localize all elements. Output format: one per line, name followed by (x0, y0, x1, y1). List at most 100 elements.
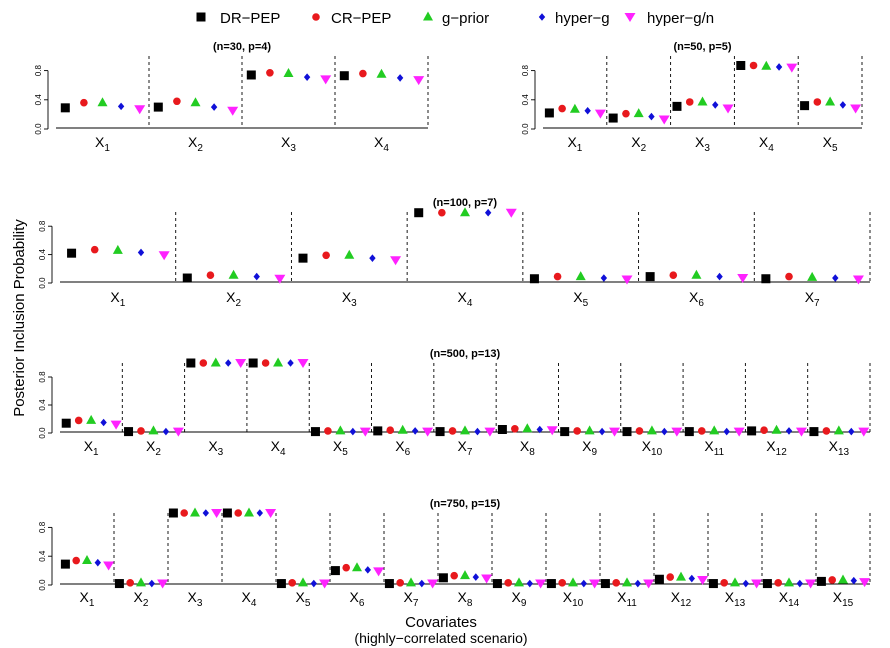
category-label-sub: 5 (342, 447, 348, 458)
category-label-sub: 3 (290, 143, 296, 154)
point-3 (94, 558, 101, 567)
point-3 (225, 359, 232, 367)
panel-title: (n=500, p=13) (430, 348, 501, 360)
y-tick-label: 0.4 (521, 94, 530, 106)
category-label: X5 (296, 589, 311, 609)
point-4 (589, 579, 601, 589)
point-0 (114, 579, 124, 589)
category-label-sub: 7 (467, 447, 473, 458)
category-label: X2 (134, 589, 149, 609)
category-label-sub: 5 (832, 143, 838, 154)
point-2 (344, 249, 355, 259)
point-4 (274, 274, 286, 284)
category-label-main: X (134, 589, 144, 605)
point-1 (448, 427, 457, 435)
category-label-sub: 4 (467, 298, 473, 309)
category-label: X4 (271, 438, 286, 458)
category-label: X13 (829, 438, 850, 458)
category-label-main: X (458, 289, 468, 305)
category-label-sub: 4 (251, 598, 257, 609)
category-label: X5 (333, 438, 348, 458)
point-3 (137, 248, 145, 257)
category-label-main: X (84, 438, 94, 454)
category-label: X7 (458, 438, 473, 458)
point-1 (359, 69, 367, 78)
point-3 (484, 208, 492, 217)
point-1 (749, 61, 758, 70)
y-tick-label: 0.0 (38, 579, 47, 591)
point-0 (339, 71, 349, 81)
category-label-sub: 9 (521, 598, 527, 609)
point-1 (822, 427, 831, 435)
category-label-main: X (642, 438, 652, 454)
category-label-main: X (805, 289, 815, 305)
category-label-main: X (208, 438, 218, 454)
point-3 (411, 427, 419, 435)
point-0 (153, 102, 163, 112)
point-4 (621, 275, 633, 285)
point-1 (288, 579, 297, 587)
point-3 (526, 579, 533, 588)
point-0 (560, 427, 570, 437)
point-1 (774, 579, 782, 587)
point-3 (287, 359, 294, 367)
point-2 (376, 68, 387, 78)
category-label-main: X (833, 589, 843, 605)
point-0 (373, 426, 383, 436)
category-label-sub: 1 (120, 298, 126, 309)
category-label-main: X (689, 289, 699, 305)
point-1 (612, 579, 620, 587)
legend-label-0: DR−PEP (220, 10, 280, 27)
point-2 (691, 269, 702, 279)
category-label-main: X (823, 134, 833, 150)
point-2 (833, 425, 844, 435)
point-4 (852, 275, 864, 285)
point-0 (60, 559, 70, 569)
category-label-sub: 15 (842, 598, 854, 609)
point-0 (654, 574, 664, 584)
point-1 (137, 427, 145, 435)
point-2 (244, 507, 254, 517)
category-label-sub: 1 (89, 598, 95, 609)
point-4 (859, 578, 871, 588)
point-3 (848, 427, 855, 436)
point-2 (568, 577, 578, 587)
point-2 (575, 271, 586, 281)
point-0 (186, 358, 196, 368)
point-4 (858, 427, 870, 437)
panel-title: (n=100, p=7) (433, 197, 498, 209)
point-2 (298, 577, 308, 587)
point-3 (775, 63, 783, 71)
category-label-main: X (567, 134, 577, 150)
point-2 (397, 424, 408, 434)
point-4 (643, 579, 655, 589)
point-0 (761, 274, 771, 284)
point-3 (117, 102, 125, 111)
category-label-sub: 3 (351, 298, 357, 309)
category-label-sub: 8 (467, 598, 473, 609)
category-label-sub: 3 (197, 598, 203, 609)
category-label: X5 (823, 134, 838, 154)
category-label-main: X (512, 589, 522, 605)
category-label-main: X (188, 134, 198, 150)
point-1 (828, 576, 836, 584)
point-4 (751, 579, 763, 589)
point-3 (648, 112, 655, 121)
point-1 (126, 579, 134, 587)
point-2 (709, 425, 720, 435)
category-label: X2 (146, 438, 161, 458)
point-3 (688, 574, 695, 583)
category-label-sub: 13 (734, 598, 746, 609)
category-label-main: X (704, 438, 714, 454)
category-label-sub: 2 (641, 143, 647, 154)
category-label-main: X (458, 589, 468, 605)
point-4 (427, 579, 439, 589)
category-label-main: X (95, 134, 105, 150)
category-label-main: X (520, 438, 530, 454)
point-4 (319, 579, 331, 589)
point-2 (633, 108, 644, 118)
point-4 (157, 579, 169, 589)
category-label: X6 (395, 438, 410, 458)
point-3 (162, 427, 170, 436)
point-1 (697, 427, 706, 435)
